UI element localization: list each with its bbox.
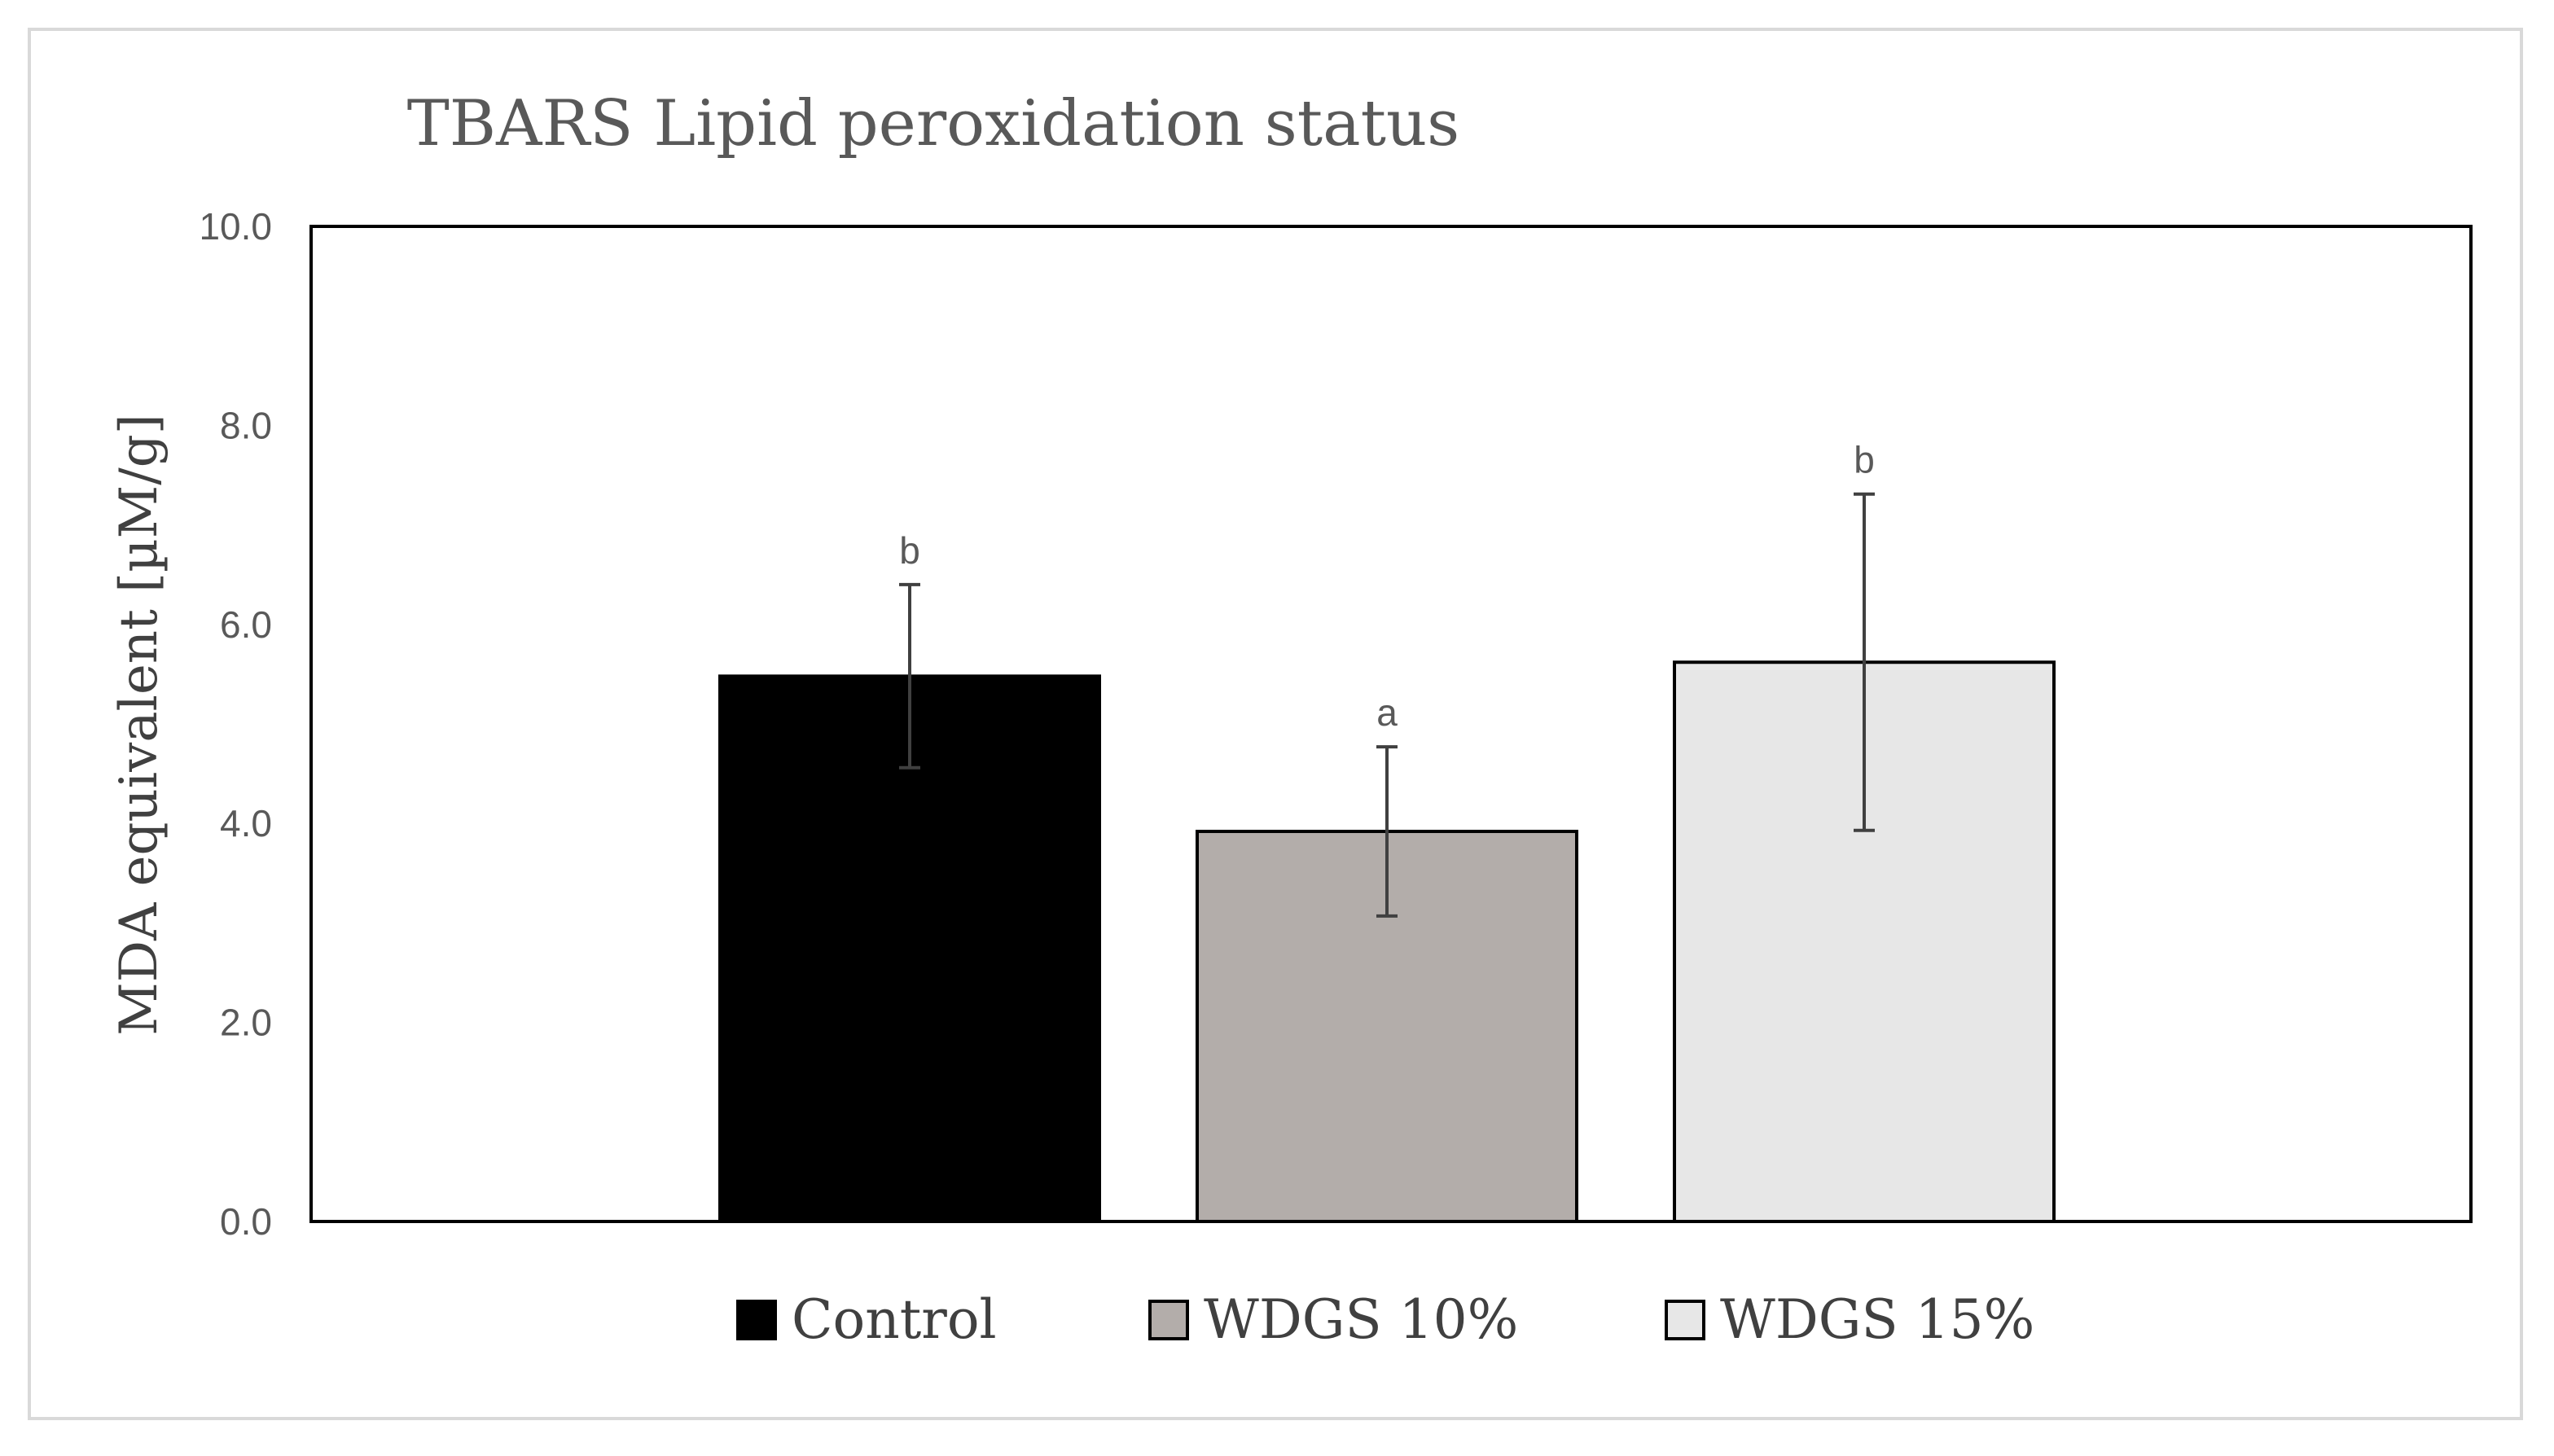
y-tick-label: 4.0 bbox=[220, 802, 272, 844]
significance-letter: a bbox=[1376, 691, 1398, 734]
error-bar bbox=[899, 582, 920, 770]
legend-swatch bbox=[1148, 1300, 1189, 1340]
y-axis-ticks: 0.0 2.0 4.0 6.0 8.0 10.0 bbox=[199, 205, 272, 1243]
chart-title: TBARS Lipid peroxidation status bbox=[407, 87, 1459, 160]
y-axis-label: MDA equivalent [µM/g] bbox=[109, 414, 169, 1035]
error-bar bbox=[1854, 492, 1875, 832]
legend-item: WDGS 15% bbox=[1665, 1288, 2034, 1351]
error-bar bbox=[1376, 745, 1398, 918]
y-tick-label: 10.0 bbox=[199, 205, 272, 248]
legend-swatch bbox=[736, 1300, 777, 1340]
legend-label: Control bbox=[792, 1288, 997, 1351]
y-tick-label: 0.0 bbox=[220, 1200, 272, 1243]
y-tick-label: 8.0 bbox=[220, 404, 272, 446]
error-bars bbox=[899, 492, 1875, 918]
legend-label: WDGS 15% bbox=[1720, 1288, 2034, 1351]
significance-letter: b bbox=[899, 529, 920, 572]
significance-letter: b bbox=[1854, 439, 1875, 481]
legend-item: WDGS 10% bbox=[1148, 1288, 1518, 1351]
legend-item: Control bbox=[736, 1288, 997, 1351]
y-tick-label: 6.0 bbox=[220, 603, 272, 646]
legend: Control WDGS 10% WDGS 15% bbox=[736, 1288, 2034, 1351]
y-tick-label: 2.0 bbox=[220, 1002, 272, 1044]
legend-label: WDGS 10% bbox=[1204, 1288, 1518, 1351]
legend-swatch bbox=[1665, 1300, 1705, 1340]
significance-labels: b a b bbox=[899, 439, 1875, 734]
